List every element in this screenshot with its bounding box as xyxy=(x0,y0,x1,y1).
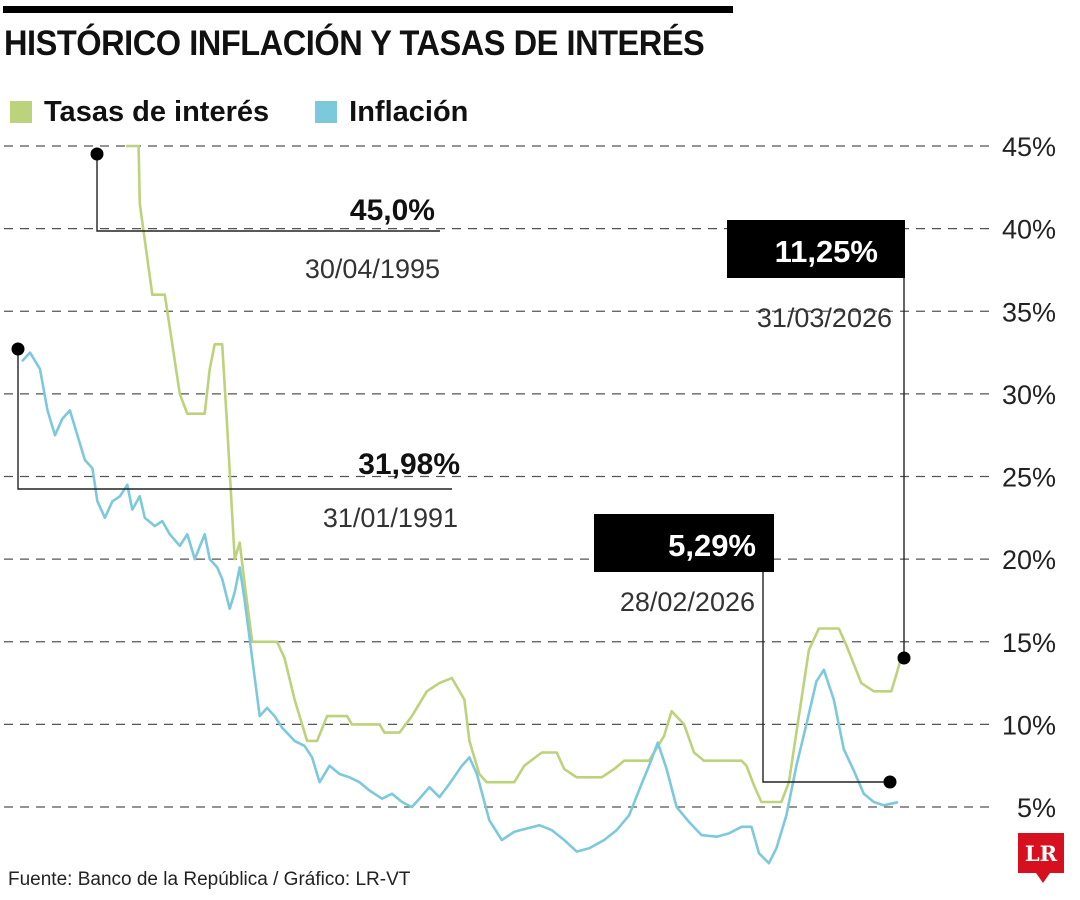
callout-leader xyxy=(762,572,890,783)
legend-item-tasas: Tasas de interés xyxy=(10,96,269,129)
callout-leader xyxy=(17,349,452,490)
y-tick-label: 30% xyxy=(1002,380,1056,410)
callout-value: 5,29% xyxy=(668,528,756,563)
callout-marker xyxy=(11,342,25,356)
y-tick-label: 35% xyxy=(1002,297,1056,327)
lr-logo-tail xyxy=(1036,873,1050,883)
lr-logo: LR xyxy=(1018,833,1064,873)
callout-box xyxy=(594,514,774,572)
y-tick-label: 15% xyxy=(1002,628,1056,658)
y-tick-label: 5% xyxy=(1017,793,1056,823)
callout-value: 11,25% xyxy=(775,234,878,269)
y-tick-label: 40% xyxy=(1002,215,1056,245)
chart-title: HISTÓRICO INFLACIÓN Y TASAS DE INTERÉS xyxy=(4,24,705,63)
series-line-inflacion xyxy=(21,351,899,865)
series-line-tasas xyxy=(126,144,902,804)
callout-value: 31,98% xyxy=(358,448,460,481)
y-tick-label: 25% xyxy=(1002,463,1056,493)
callout-marker xyxy=(90,147,104,161)
legend-label-inflacion: Inflación xyxy=(349,95,469,128)
legend-item-inflacion: Inflación xyxy=(315,96,468,129)
callout-box xyxy=(727,220,905,278)
source-footer: Fuente: Banco de la República / Gráfico:… xyxy=(8,869,411,890)
y-tick-label: 20% xyxy=(1002,545,1056,575)
callout-date: 31/03/2026 xyxy=(757,303,892,333)
top-rule xyxy=(3,6,733,13)
legend: Tasas de interés Inflación xyxy=(10,92,514,132)
callout-marker xyxy=(883,775,897,789)
callout-marker xyxy=(897,651,911,665)
legend-swatch-tasas xyxy=(10,101,32,123)
y-tick-label: 45% xyxy=(1002,132,1056,162)
callout-date: 31/01/1991 xyxy=(323,503,458,533)
callout-date: 28/02/2026 xyxy=(620,587,755,617)
legend-label-tasas: Tasas de interés xyxy=(44,95,270,128)
y-tick-label: 10% xyxy=(1002,710,1056,740)
callout-date: 30/04/1995 xyxy=(305,254,440,284)
callout-leader xyxy=(96,154,440,232)
legend-swatch-inflacion xyxy=(315,101,338,123)
callout-value: 45,0% xyxy=(350,194,435,227)
